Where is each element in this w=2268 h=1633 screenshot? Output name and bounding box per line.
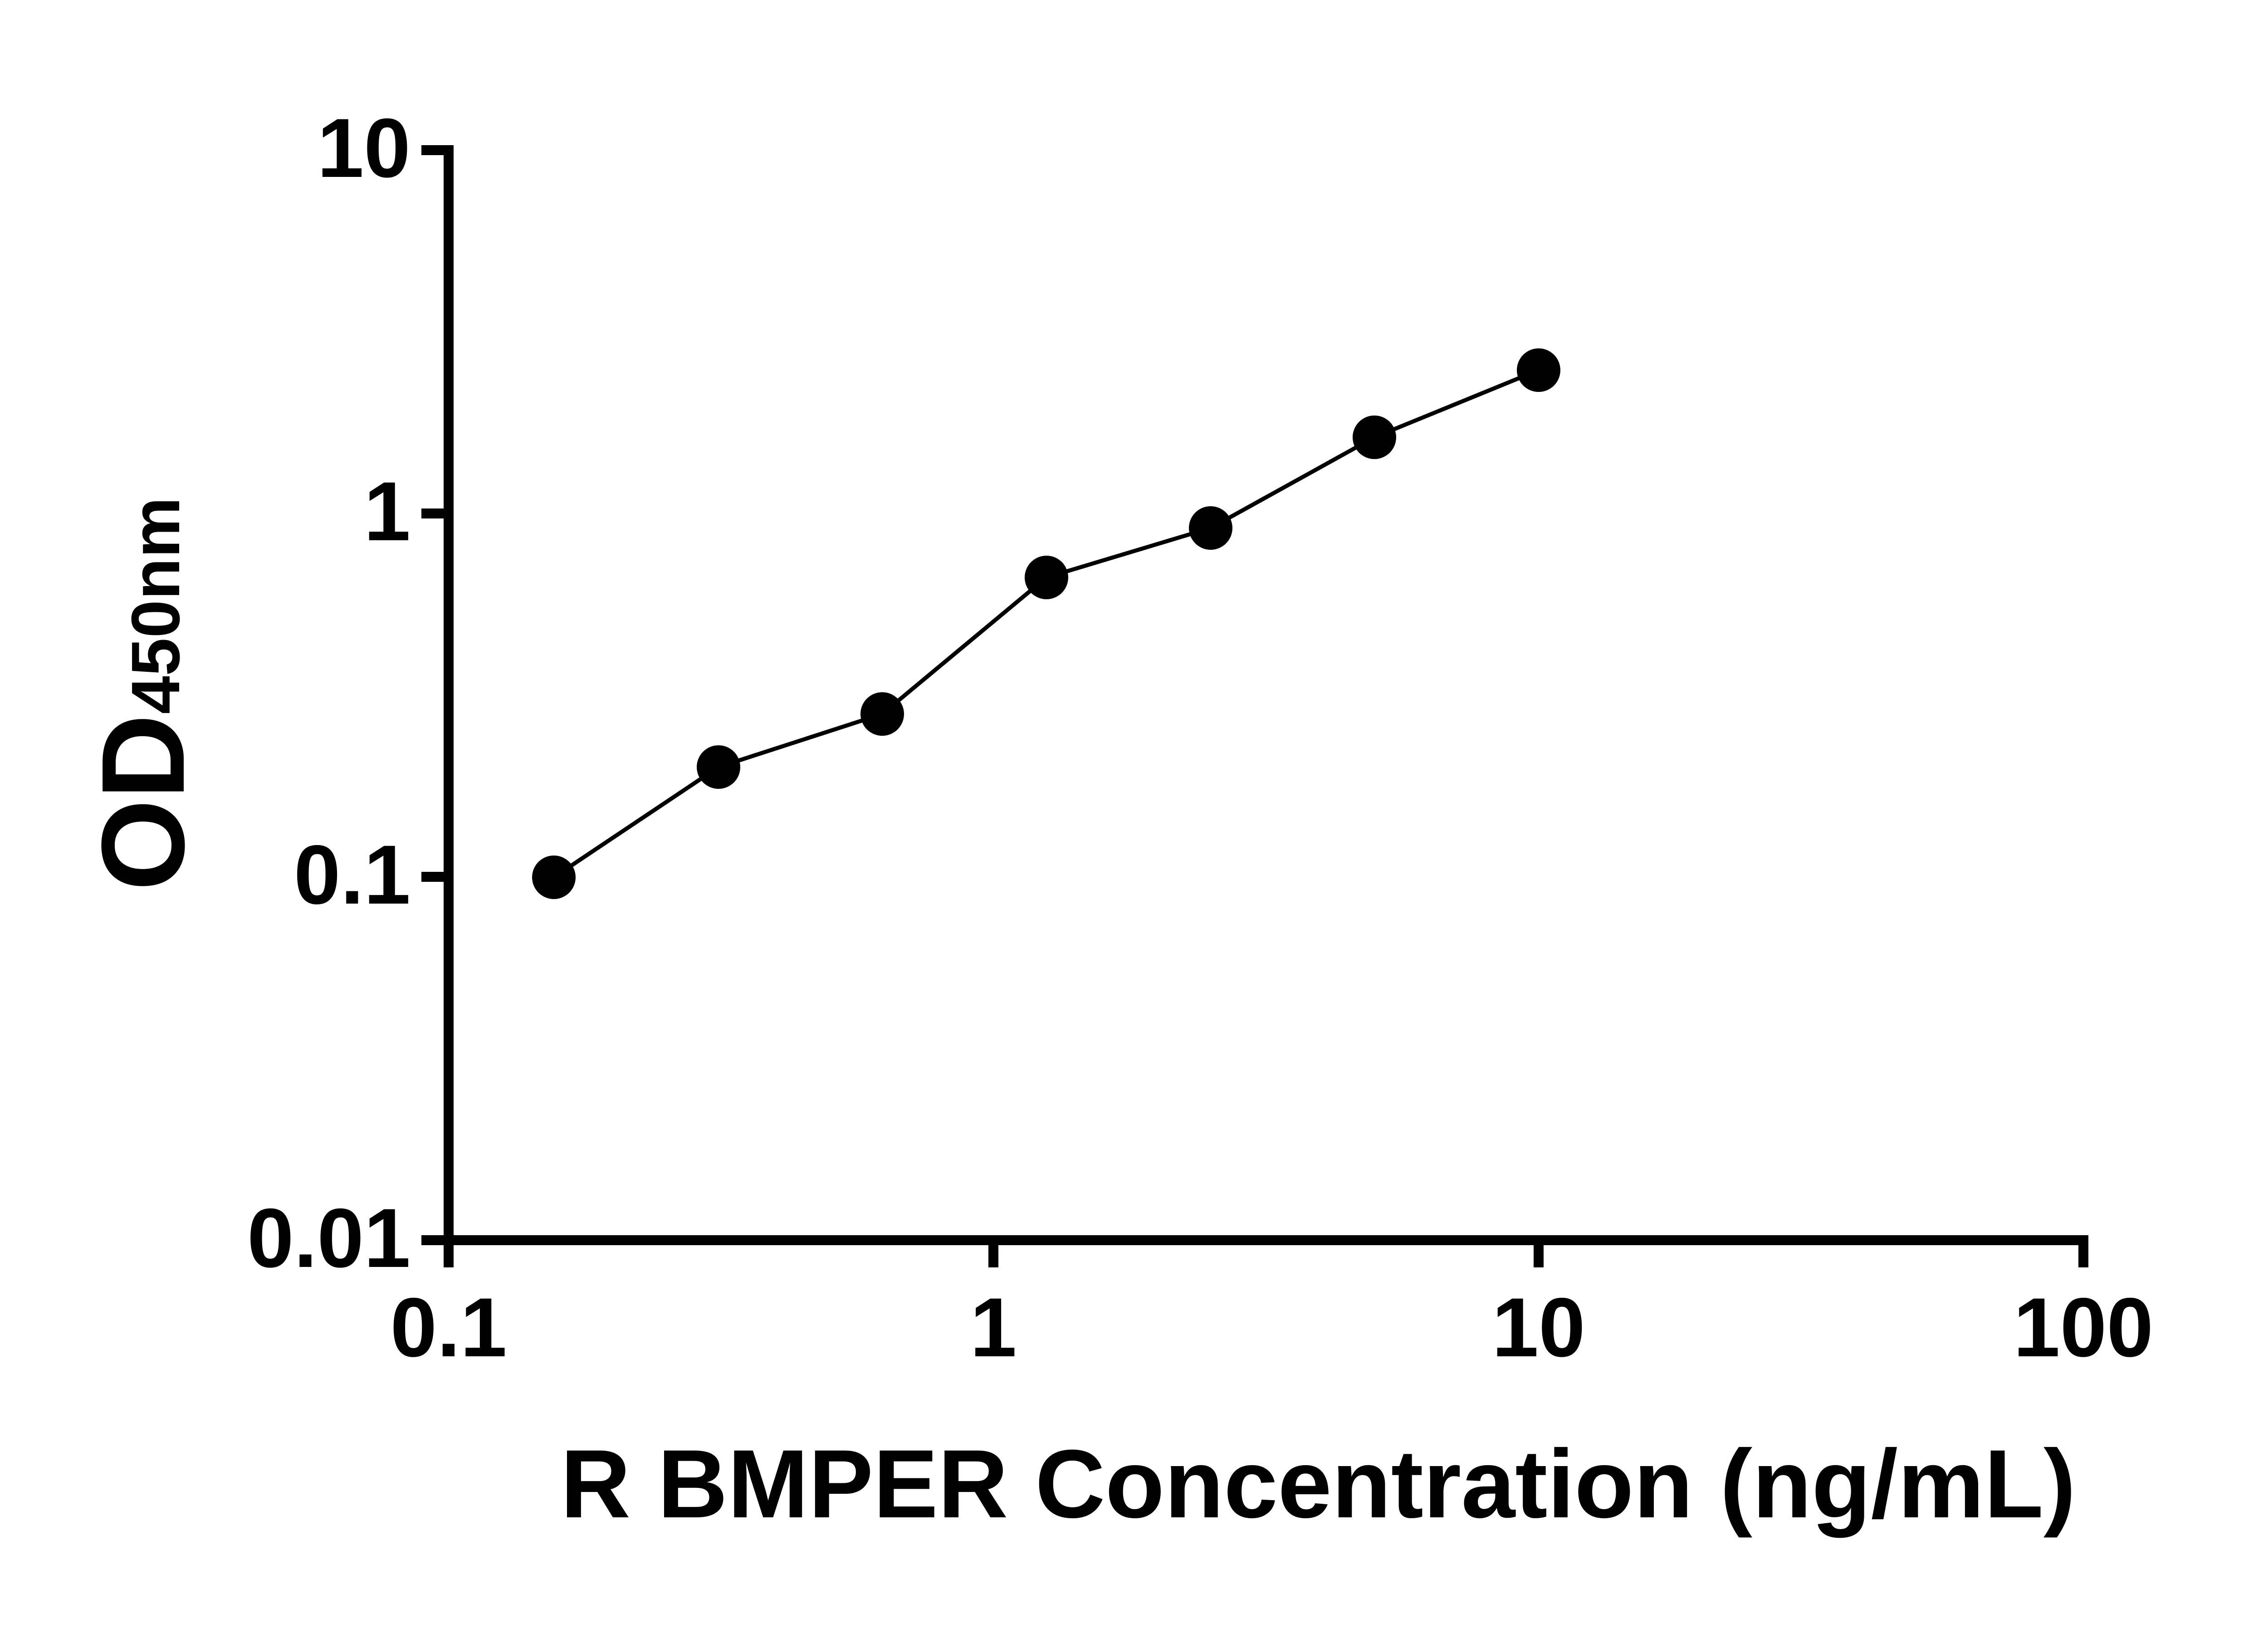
svg-text:R BMPER Concentration (ng/mL): R BMPER Concentration (ng/mL) <box>561 1430 2076 1538</box>
svg-text:100: 100 <box>2014 1281 2154 1374</box>
svg-text:0.1: 0.1 <box>294 828 411 922</box>
svg-text:0.1: 0.1 <box>390 1281 507 1374</box>
svg-text:10: 10 <box>317 102 411 195</box>
svg-text:0.01: 0.01 <box>247 1192 411 1285</box>
svg-text:10: 10 <box>1492 1281 1585 1374</box>
svg-text:1: 1 <box>364 465 411 558</box>
svg-text:1: 1 <box>970 1281 1017 1374</box>
